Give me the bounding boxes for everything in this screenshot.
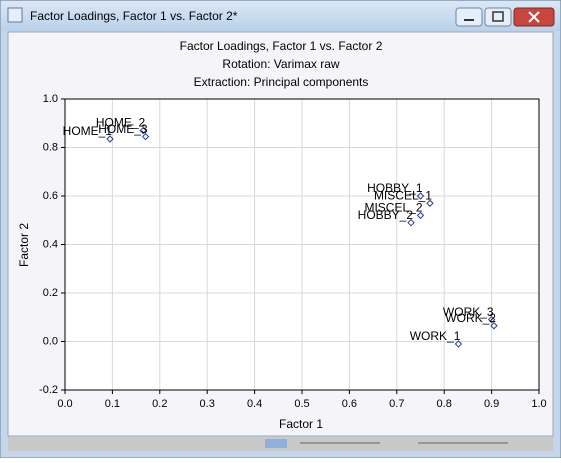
x-tick-label: 0.0 — [57, 398, 72, 410]
point-label: WORK_3 — [443, 305, 494, 319]
y-tick-label: 0.6 — [43, 190, 58, 202]
point-label: WORK_2 — [445, 311, 496, 325]
point-label: HOBBY_2 — [358, 208, 414, 222]
point — [487, 315, 496, 324]
y-axis-label: Factor 2 — [17, 223, 31, 267]
x-tick-label: 0.7 — [389, 398, 404, 410]
maximize-button[interactable] — [484, 7, 512, 27]
maximize-icon — [492, 11, 504, 22]
point — [426, 199, 434, 207]
x-tick-label: 0.3 — [200, 398, 215, 410]
minimize-button[interactable] — [455, 7, 483, 27]
point-label: WORK_1 — [410, 329, 461, 343]
color-swatch[interactable] — [265, 439, 287, 448]
y-tick-label: 1.0 — [43, 93, 58, 105]
close-icon — [528, 11, 540, 23]
x-tick-label: 0.6 — [342, 398, 357, 410]
point — [454, 340, 463, 348]
point — [106, 135, 114, 143]
y-tick-label: 0.2 — [43, 287, 58, 299]
x-tick-label: 0.4 — [247, 398, 262, 410]
point-label: MISCEL_2 — [364, 201, 422, 215]
chart-title: Factor Loadings, Factor 1 vs. Factor 2 — [180, 39, 383, 53]
x-tick-label: 0.8 — [437, 398, 452, 410]
point-label: MISCEL_1 — [374, 188, 432, 202]
y-tick-label: -0.2 — [39, 384, 58, 396]
point-label: HOME_1 — [63, 124, 113, 138]
y-tick-label: 0.0 — [43, 335, 58, 347]
window-icon — [7, 7, 23, 23]
x-axis-label: Factor 1 — [279, 417, 323, 431]
point — [407, 218, 415, 227]
point-label: HOME_3 — [98, 122, 148, 136]
point — [139, 126, 147, 135]
x-tick-label: 0.5 — [294, 398, 309, 410]
point — [416, 192, 425, 200]
plot-border — [64, 98, 540, 391]
point — [490, 322, 498, 330]
point — [416, 211, 425, 220]
point — [141, 132, 150, 141]
point-label: HOBBY_1 — [367, 181, 423, 195]
point-label: HOME_2 — [96, 116, 146, 130]
chart-subtitle: Rotation: Varimax raw — [222, 57, 339, 71]
y-tick-label: 0.8 — [43, 141, 58, 153]
chart-subtitle: Extraction: Principal components — [194, 75, 369, 89]
x-tick-label: 0.2 — [152, 398, 167, 410]
x-tick-label: 0.9 — [484, 398, 499, 410]
window-title: Factor Loadings, Factor 1 vs. Factor 2* — [30, 9, 238, 23]
x-tick-label: 1.0 — [531, 398, 546, 410]
y-tick-label: 0.4 — [43, 238, 58, 250]
x-tick-label: 0.1 — [105, 398, 120, 410]
